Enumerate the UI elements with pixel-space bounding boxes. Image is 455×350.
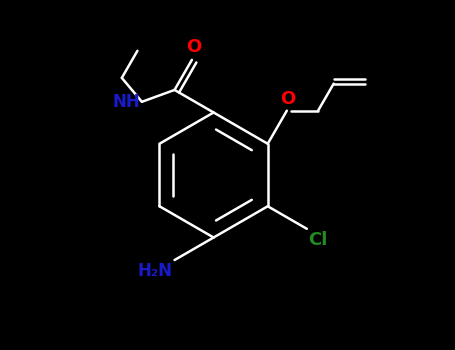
Text: O: O — [186, 38, 201, 56]
Text: H₂N: H₂N — [138, 262, 173, 280]
Text: NH: NH — [112, 93, 140, 111]
Text: Cl: Cl — [308, 231, 328, 248]
Text: O: O — [280, 90, 295, 108]
